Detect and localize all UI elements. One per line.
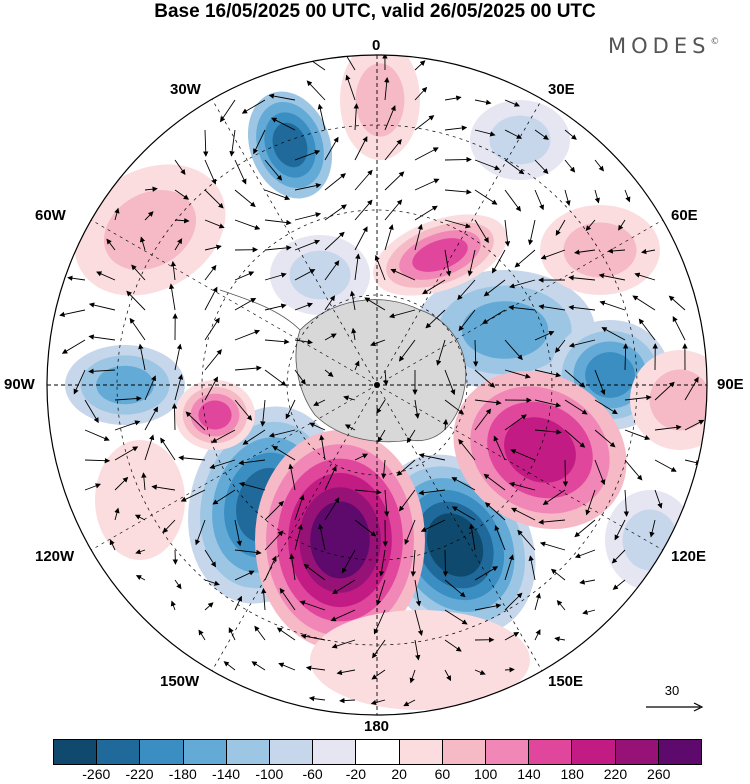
colorbar-tick-label: -20 [346, 766, 366, 783]
antarctica-coastline [296, 300, 466, 442]
lon-label-180: 180 [364, 718, 389, 736]
lon-label-90e: 90E [717, 376, 744, 394]
colorbar-swatch [140, 740, 183, 764]
colorbar-swatch [356, 740, 399, 764]
anomaly-region [490, 116, 551, 165]
colorbar-tick-label: -180 [169, 766, 197, 783]
anomaly-region [585, 352, 635, 398]
lon-label-30e: 30E [548, 81, 575, 99]
anomaly-region [563, 223, 636, 278]
colorbar-ticks: -260 -220 -180 -140 -100 -60 -20 20 60 100 140 180 2… [53, 766, 702, 784]
colorbar-swatch [270, 740, 313, 764]
colorbar-tick-label: 140 [517, 766, 540, 783]
lon-label-120e: 120E [671, 548, 706, 566]
anomaly-region [310, 502, 370, 579]
colorbar-swatch [400, 740, 443, 764]
colorbar-swatch [227, 740, 270, 764]
colorbar-swatch [184, 740, 227, 764]
lon-label-60w: 60W [35, 207, 66, 225]
lon-label-120w: 120W [35, 548, 74, 566]
wind-arrow [174, 404, 175, 430]
anomaly-region [198, 400, 231, 429]
wind-arrow [565, 460, 566, 486]
anomaly-region [290, 251, 351, 300]
arrow-right-icon [644, 700, 704, 714]
anomaly-region [310, 610, 530, 710]
anomaly-region [356, 63, 405, 136]
colorbar-swatch [443, 740, 486, 764]
colorbar-tick-label: -260 [82, 766, 110, 783]
colorbar-tick-label: 100 [474, 766, 497, 783]
map-fields [40, 40, 730, 730]
lon-label-30w: 30W [170, 81, 201, 99]
lon-label-150e: 150E [548, 673, 583, 691]
colorbar-tick-label: 60 [435, 766, 451, 783]
anomaly-region [623, 510, 678, 571]
colorbar-tick-label: 220 [604, 766, 627, 783]
colorbar-tick-label: -100 [255, 766, 283, 783]
lon-label-90w: 90W [4, 376, 35, 394]
colorbar-swatch [313, 740, 356, 764]
colorbar-swatch [486, 740, 529, 764]
colorbar-swatch [97, 740, 140, 764]
lon-label-60e: 60E [671, 207, 698, 225]
colorbar [53, 739, 702, 765]
reference-vector-value: 30 [644, 683, 700, 698]
colorbar-tick-label: 20 [391, 766, 407, 783]
colorbar-swatch [529, 740, 572, 764]
wind-arrow [445, 159, 471, 160]
lon-label-0: 0 [372, 37, 380, 55]
reference-vector: 30 [644, 683, 704, 719]
colorbar-swatch [54, 740, 97, 764]
colorbar-tick-label: 180 [561, 766, 584, 783]
colorbar-tick-label: -60 [302, 766, 322, 783]
colorbar-tick-label: 260 [647, 766, 670, 783]
colorbar-tick-label: -220 [126, 766, 154, 783]
anomaly-region [95, 440, 185, 560]
colorbar-swatch [572, 740, 615, 764]
wind-arrow [505, 669, 514, 670]
south-pole-marker [374, 382, 380, 388]
colorbar-tick-label: -140 [212, 766, 240, 783]
wind-arrow [445, 550, 446, 576]
lon-label-150w: 150W [160, 673, 199, 691]
colorbar-swatch [616, 740, 659, 764]
colorbar-swatch [659, 740, 701, 764]
